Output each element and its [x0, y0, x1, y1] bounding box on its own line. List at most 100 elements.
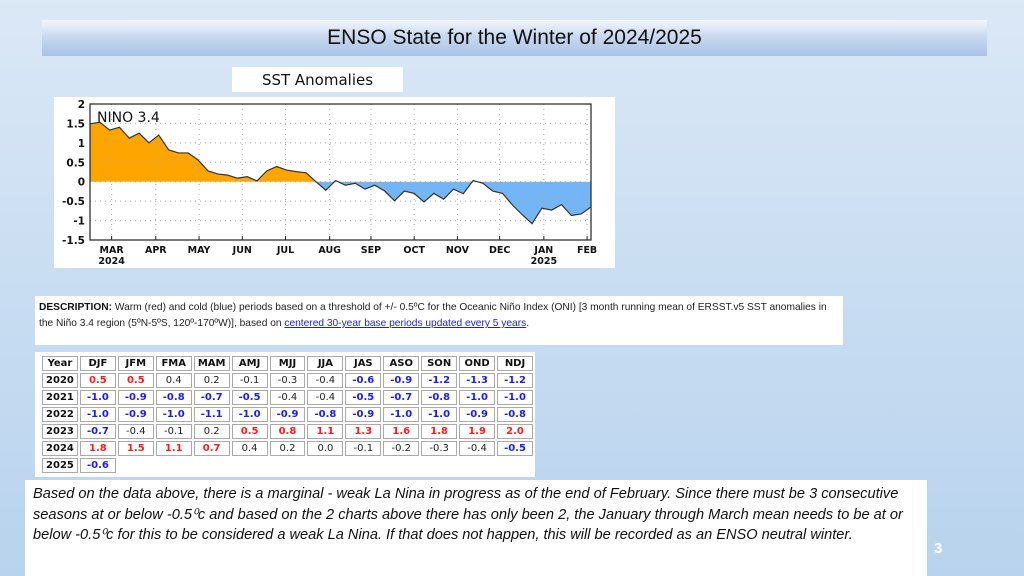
oni-value-cell: -1.0 [497, 390, 533, 405]
oni-row-2022: 2022 -1.0 -0.9 -1.0 -1.1 -1.0 -0.9 -0.8 -0.9 -1.0… [42, 407, 533, 422]
oni-value-cell: -1.0 [155, 407, 192, 422]
oni-value-cell: -0.8 [155, 390, 192, 405]
description-text: Warm (red) and cold (blue) periods based… [39, 302, 827, 329]
oni-header-jas: JAS [345, 356, 382, 371]
x-tick-label: OCT [403, 245, 425, 256]
oni-year-cell: 2025 [42, 458, 78, 473]
oni-header-row: Year DJF JFM FMA MAM AMJ MJJ JJA JAS ASO SON OND NDJ [42, 356, 533, 371]
x-tick-label: DEC [489, 245, 510, 256]
negative-anomaly-area [90, 181, 591, 224]
oni-value-cell: -0.4 [307, 373, 344, 388]
oni-year-cell: 2023 [42, 424, 78, 439]
oni-value-cell: -0.3 [269, 373, 306, 388]
oni-value-cell: -0.9 [459, 407, 496, 422]
x-tick-label: JUN [232, 245, 252, 256]
oni-value-cell: -1.0 [231, 407, 268, 422]
x-tick-label: JAN [533, 245, 553, 256]
oni-value-cell: -0.9 [383, 373, 420, 388]
analysis-note: Based on the data above, there is a marg… [25, 480, 927, 576]
x-tick-label: JUL [276, 245, 294, 256]
oni-value-cell: -1.0 [459, 390, 496, 405]
oni-value-cell: -0.4 [117, 424, 154, 439]
plot-frame [89, 103, 592, 241]
oni-year-cell: 2024 [42, 441, 78, 456]
anomaly-line [89, 121, 592, 225]
oni-value-cell: 0.8 [269, 424, 306, 439]
oni-header-djf: DJF [79, 356, 116, 371]
description-end: . [526, 318, 530, 329]
chart-label-text: SST Anomalies [261, 70, 374, 89]
oni-row-2025: 2025 -0.6 [42, 458, 533, 473]
oni-value-cell: -0.1 [345, 441, 382, 456]
description-label: DESCRIPTION: [39, 302, 113, 313]
oni-value-cell: -0.9 [269, 407, 306, 422]
oni-row-2023: 2023 -0.7 -0.4 -0.1 0.2 0.5 0.8 1.1 1.3 1.6 1.8 1.9… [42, 424, 533, 439]
oni-year-cell: 2021 [42, 390, 78, 405]
oni-value-cell: -1.0 [79, 407, 116, 422]
oni-row-2024: 2024 1.8 1.5 1.1 0.7 0.4 0.2 0.0 -0.1 -0.2 -0.3 -0.… [42, 441, 533, 456]
oni-header-aso: ASO [383, 356, 420, 371]
oni-value-cell: -0.2 [383, 441, 420, 456]
oni-value-cell: -0.9 [345, 407, 382, 422]
oni-value-cell: -1.3 [459, 373, 496, 388]
oni-value-cell: 0.2 [193, 373, 230, 388]
nino34-chart: 2 1.5 1 0.5 0 -0.5 -1 -1.5 MAR 2024 APR MAY JUN JUL AU… [54, 97, 615, 268]
x-tick-label: APR [145, 245, 167, 256]
x-tick-label: FEB [577, 245, 597, 256]
oni-header-fma: FMA [155, 356, 192, 371]
oni-table-container: Year DJF JFM FMA MAM AMJ MJJ JJA JAS ASO SON OND NDJ… [35, 352, 535, 477]
oni-value-cell: -0.9 [117, 407, 154, 422]
oni-value-cell: 0.4 [231, 441, 268, 456]
oni-header-son: SON [421, 356, 458, 371]
oni-value-cell: 0.5 [117, 373, 154, 388]
oni-header-mam: MAM [193, 356, 230, 371]
oni-value-cell: 0.4 [155, 373, 192, 388]
oni-value-cell: 1.3 [345, 424, 382, 439]
slide-title: ENSO State for the Winter of 2024/2025 [42, 20, 987, 56]
oni-value-cell: 1.9 [459, 424, 496, 439]
y-tick-label: 0 [78, 177, 85, 189]
slide-title-text: ENSO State for the Winter of 2024/2025 [327, 26, 702, 49]
oni-value-cell: -0.6 [79, 458, 116, 473]
oni-value-cell: -0.9 [117, 390, 154, 405]
x-tick-label: AUG [318, 245, 341, 256]
oni-year-cell: 2022 [42, 407, 78, 422]
oni-value-cell: -1.0 [421, 407, 458, 422]
x-tick-year: 2024 [98, 256, 125, 267]
y-tick-label: -1 [73, 216, 85, 228]
oni-value-cell: -0.8 [497, 407, 533, 422]
oni-table: Year DJF JFM FMA MAM AMJ MJJ JJA JAS ASO SON OND NDJ… [40, 354, 535, 475]
oni-value-cell: -1.0 [383, 407, 420, 422]
oni-value-cell: -0.7 [193, 390, 230, 405]
chart-title: NINO 3.4 [97, 110, 160, 126]
y-tick-label: -0.5 [62, 196, 85, 208]
page-number: 3 [934, 540, 943, 557]
oni-value-cell: -0.8 [307, 407, 344, 422]
oni-value-cell: -0.7 [383, 390, 420, 405]
oni-value-cell: 1.8 [79, 441, 116, 456]
oni-value-cell: 1.5 [117, 441, 154, 456]
oni-value-cell: 0.5 [79, 373, 116, 388]
y-tick-label: 0.5 [66, 157, 85, 169]
base-periods-link[interactable]: centered 30-year base periods updated ev… [284, 318, 527, 329]
oni-value-cell: -1.0 [79, 390, 116, 405]
oni-value-cell: -0.4 [269, 390, 306, 405]
oni-row-2020: 2020 0.5 0.5 0.4 0.2 -0.1 -0.3 -0.4 -0.6 -0.9 -1.2… [42, 373, 533, 388]
oni-value-cell: -0.1 [231, 373, 268, 388]
oni-header-jfm: JFM [117, 356, 154, 371]
x-tick-label: MAY [188, 245, 211, 256]
oni-value-cell: -0.3 [421, 441, 458, 456]
oni-value-cell: 0.5 [231, 424, 268, 439]
oni-value-cell: -0.8 [421, 390, 458, 405]
oni-value-cell: -0.5 [345, 390, 382, 405]
oni-value-cell: -0.5 [231, 390, 268, 405]
oni-value-cell: -1.2 [497, 373, 533, 388]
oni-value-cell: -1.1 [193, 407, 230, 422]
oni-value-cell: -0.6 [345, 373, 382, 388]
oni-header-ndj: NDJ [497, 356, 533, 371]
oni-year-cell: 2020 [42, 373, 78, 388]
oni-value-cell: -1.2 [421, 373, 458, 388]
oni-value-cell: 0.7 [193, 441, 230, 456]
oni-value-cell: -0.7 [79, 424, 116, 439]
